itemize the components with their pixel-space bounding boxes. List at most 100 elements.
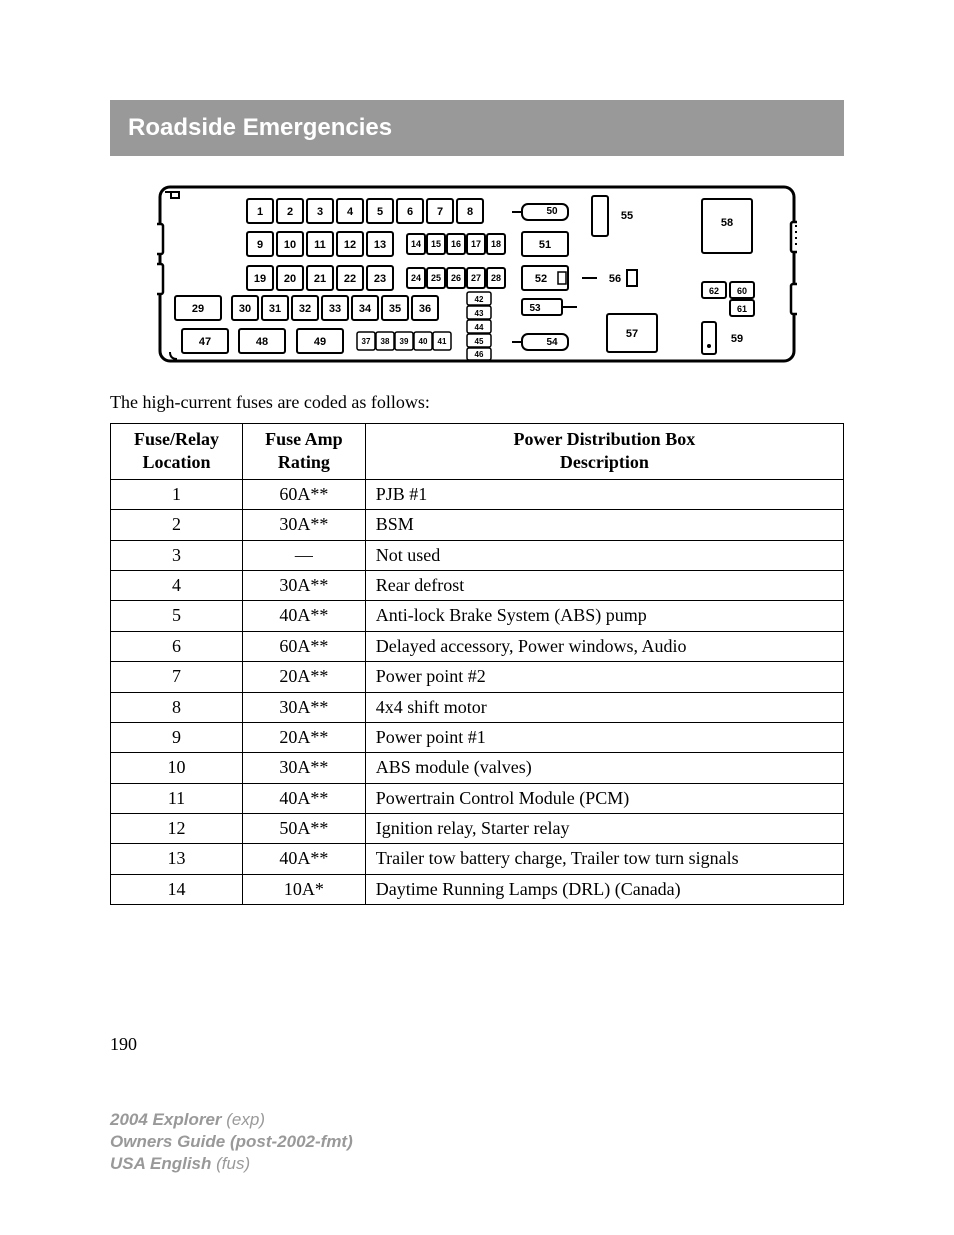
header-text: Location — [143, 452, 211, 472]
svg-text:58: 58 — [721, 217, 733, 229]
cell-location: 14 — [111, 874, 243, 904]
cell-description: Power point #2 — [365, 662, 843, 692]
svg-text:36: 36 — [419, 303, 431, 315]
table-row: 720A**Power point #2 — [111, 662, 844, 692]
fuse-table: Fuse/Relay Location Fuse Amp Rating Powe… — [110, 423, 844, 905]
svg-text:43: 43 — [475, 309, 484, 318]
cell-amp: 20A** — [243, 722, 366, 752]
table-row: 540A**Anti-lock Brake System (ABS) pump — [111, 601, 844, 631]
table-row: 920A**Power point #1 — [111, 722, 844, 752]
cell-location: 13 — [111, 844, 243, 874]
svg-text:2: 2 — [287, 206, 293, 218]
svg-text:30: 30 — [239, 303, 251, 315]
cell-description: Daytime Running Lamps (DRL) (Canada) — [365, 874, 843, 904]
header-amp: Fuse Amp Rating — [243, 424, 366, 480]
svg-text:22: 22 — [344, 273, 356, 285]
cell-description: Ignition relay, Starter relay — [365, 814, 843, 844]
svg-text:23: 23 — [374, 273, 386, 285]
svg-text:59: 59 — [731, 333, 743, 345]
svg-text:11: 11 — [314, 239, 326, 251]
cell-amp: 40A** — [243, 844, 366, 874]
svg-text:57: 57 — [626, 328, 638, 340]
cell-amp: 30A** — [243, 753, 366, 783]
cell-amp: 30A** — [243, 692, 366, 722]
svg-text:21: 21 — [314, 273, 326, 285]
svg-text:24: 24 — [411, 273, 421, 283]
svg-text:1: 1 — [257, 206, 263, 218]
svg-text:29: 29 — [192, 303, 204, 315]
svg-text:46: 46 — [475, 350, 484, 359]
svg-text:8: 8 — [467, 206, 473, 218]
svg-text:39: 39 — [400, 337, 409, 346]
table-row: 1410A*Daytime Running Lamps (DRL) (Canad… — [111, 874, 844, 904]
table-row: 1340A**Trailer tow battery charge, Trail… — [111, 844, 844, 874]
header-text: Fuse Amp — [265, 429, 343, 449]
svg-text:32: 32 — [299, 303, 311, 315]
svg-text:42: 42 — [475, 295, 484, 304]
svg-text:47: 47 — [199, 336, 211, 348]
svg-text:55: 55 — [621, 210, 633, 222]
svg-text:61: 61 — [737, 304, 747, 314]
header-location: Fuse/Relay Location — [111, 424, 243, 480]
cell-description: 4x4 shift motor — [365, 692, 843, 722]
footer-lang: USA English — [110, 1154, 211, 1173]
svg-text:44: 44 — [475, 323, 484, 332]
footer-guide: Owners Guide (post-2002-fmt) — [110, 1131, 353, 1153]
table-row: 230A**BSM — [111, 510, 844, 540]
table-row: 830A**4x4 shift motor — [111, 692, 844, 722]
cell-description: Trailer tow battery charge, Trailer tow … — [365, 844, 843, 874]
svg-text:50: 50 — [546, 206, 558, 217]
cell-amp: 30A** — [243, 570, 366, 600]
svg-text:34: 34 — [359, 303, 372, 315]
footer-model: 2004 Explorer — [110, 1110, 222, 1129]
svg-text:26: 26 — [451, 273, 461, 283]
cell-amp: 20A** — [243, 662, 366, 692]
cell-description: PJB #1 — [365, 479, 843, 509]
cell-description: Anti-lock Brake System (ABS) pump — [365, 601, 843, 631]
svg-text:10: 10 — [284, 239, 296, 251]
svg-text:6: 6 — [407, 206, 413, 218]
svg-text:5: 5 — [377, 206, 383, 218]
svg-text:13: 13 — [374, 239, 386, 251]
svg-text:35: 35 — [389, 303, 401, 315]
footer-code: (exp) — [226, 1110, 265, 1129]
footer: 2004 Explorer (exp) Owners Guide (post-2… — [110, 1109, 353, 1175]
table-row: 1140A**Powertrain Control Module (PCM) — [111, 783, 844, 813]
svg-text:31: 31 — [269, 303, 281, 315]
footer-code: (fus) — [216, 1154, 250, 1173]
cell-location: 3 — [111, 540, 243, 570]
cell-location: 7 — [111, 662, 243, 692]
cell-amp: 10A* — [243, 874, 366, 904]
svg-text:15: 15 — [431, 239, 441, 249]
svg-text:18: 18 — [491, 239, 501, 249]
section-header: Roadside Emergencies — [110, 100, 844, 156]
svg-text:54: 54 — [546, 337, 558, 348]
cell-location: 11 — [111, 783, 243, 813]
cell-location: 5 — [111, 601, 243, 631]
svg-text:53: 53 — [529, 303, 541, 314]
cell-description: Not used — [365, 540, 843, 570]
svg-text:12: 12 — [344, 239, 356, 251]
svg-text:51: 51 — [539, 239, 551, 251]
header-description: Power Distribution Box Description — [365, 424, 843, 480]
table-row: 160A**PJB #1 — [111, 479, 844, 509]
svg-text:17: 17 — [471, 239, 481, 249]
cell-location: 10 — [111, 753, 243, 783]
cell-amp: — — [243, 540, 366, 570]
header-text: Fuse/Relay — [134, 429, 219, 449]
svg-text:56: 56 — [609, 273, 621, 285]
intro-text: The high-current fuses are coded as foll… — [110, 392, 844, 413]
cell-description: ABS module (valves) — [365, 753, 843, 783]
cell-location: 4 — [111, 570, 243, 600]
svg-text:60: 60 — [737, 286, 747, 296]
cell-description: Powertrain Control Module (PCM) — [365, 783, 843, 813]
cell-location: 9 — [111, 722, 243, 752]
header-text: Description — [560, 452, 649, 472]
svg-text:40: 40 — [419, 337, 428, 346]
cell-location: 12 — [111, 814, 243, 844]
cell-amp: 30A** — [243, 510, 366, 540]
svg-text:19: 19 — [254, 273, 266, 285]
cell-location: 8 — [111, 692, 243, 722]
svg-text:37: 37 — [362, 337, 371, 346]
table-row: 1030A**ABS module (valves) — [111, 753, 844, 783]
